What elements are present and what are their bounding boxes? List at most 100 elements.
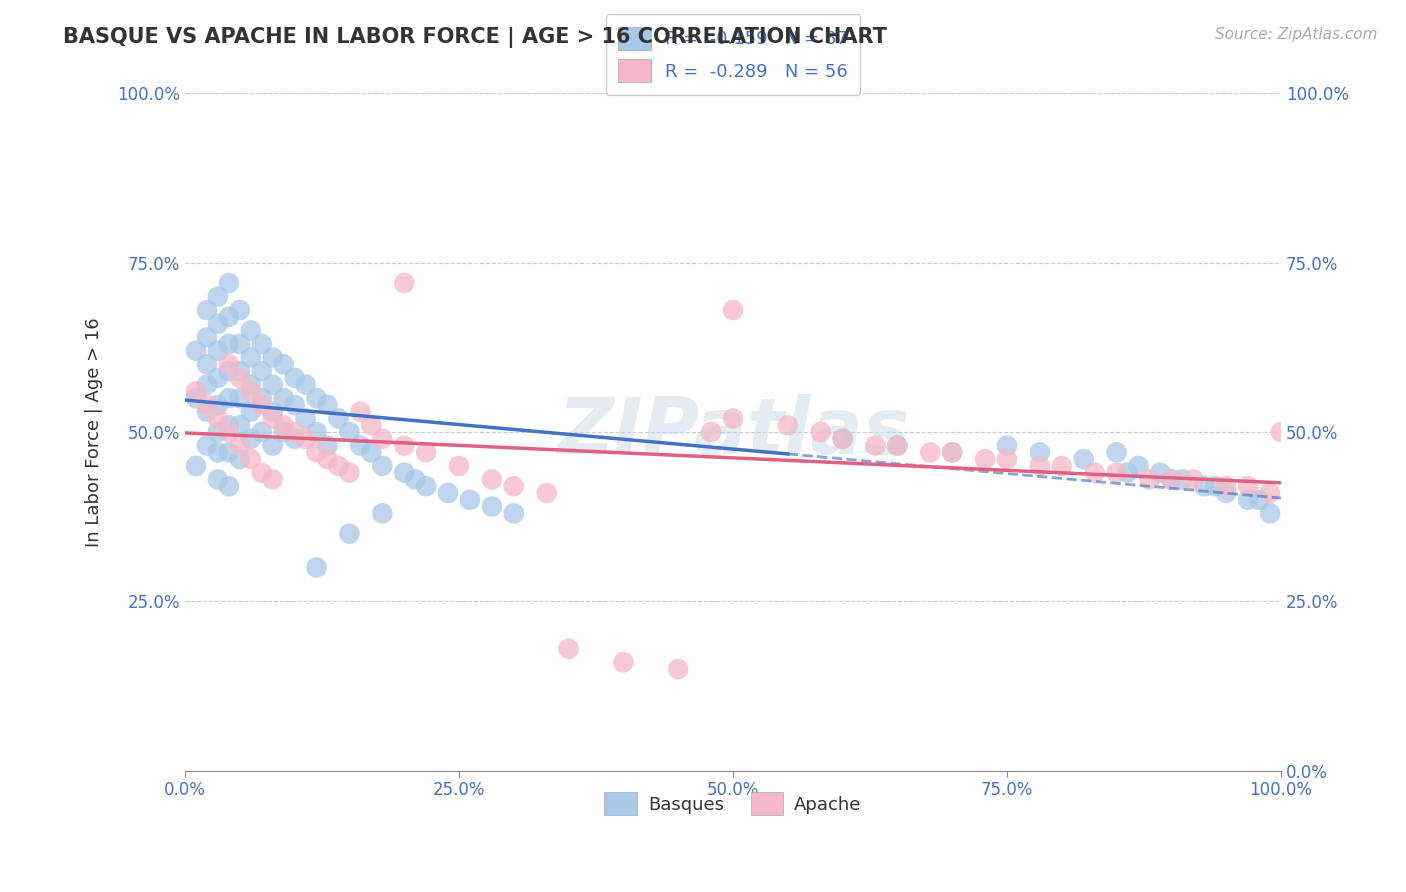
Point <box>502 506 524 520</box>
Point <box>1139 472 1161 486</box>
Point <box>207 398 229 412</box>
Point <box>294 377 316 392</box>
Point <box>1215 486 1237 500</box>
Point <box>207 289 229 303</box>
Point <box>195 303 218 318</box>
Point <box>218 391 240 405</box>
Point <box>239 452 262 467</box>
Point <box>262 472 284 486</box>
Point <box>195 330 218 344</box>
Point <box>207 411 229 425</box>
Point <box>349 439 371 453</box>
Point <box>273 357 295 371</box>
Point <box>1160 472 1182 486</box>
Point <box>207 445 229 459</box>
Point <box>941 445 963 459</box>
Point <box>184 391 207 405</box>
Point <box>502 479 524 493</box>
Point <box>273 391 295 405</box>
Point <box>974 452 997 467</box>
Point <box>250 337 273 351</box>
Point <box>721 411 744 425</box>
Point <box>349 405 371 419</box>
Point <box>218 337 240 351</box>
Point <box>360 445 382 459</box>
Point <box>1084 466 1107 480</box>
Point <box>284 398 307 412</box>
Point <box>218 276 240 290</box>
Point <box>218 418 240 433</box>
Point <box>262 439 284 453</box>
Point <box>415 479 437 493</box>
Point <box>415 445 437 459</box>
Point <box>250 398 273 412</box>
Point <box>1204 479 1226 493</box>
Point <box>404 472 426 486</box>
Text: BASQUE VS APACHE IN LABOR FORCE | AGE > 16 CORRELATION CHART: BASQUE VS APACHE IN LABOR FORCE | AGE > … <box>63 27 887 48</box>
Point <box>1029 458 1052 473</box>
Point <box>239 432 262 446</box>
Point <box>1050 458 1073 473</box>
Point <box>1160 472 1182 486</box>
Point <box>447 458 470 473</box>
Point <box>239 323 262 337</box>
Point <box>316 398 339 412</box>
Point <box>239 377 262 392</box>
Point <box>536 486 558 500</box>
Point <box>776 418 799 433</box>
Point <box>262 411 284 425</box>
Point <box>394 439 416 453</box>
Point <box>250 425 273 439</box>
Point <box>920 445 942 459</box>
Point <box>721 303 744 318</box>
Point <box>1270 425 1292 439</box>
Point <box>941 445 963 459</box>
Point <box>229 391 252 405</box>
Point <box>195 398 218 412</box>
Point <box>207 317 229 331</box>
Point <box>218 357 240 371</box>
Point <box>195 377 218 392</box>
Point <box>328 411 350 425</box>
Point <box>239 384 262 399</box>
Point <box>394 276 416 290</box>
Point <box>250 466 273 480</box>
Point <box>195 357 218 371</box>
Point <box>339 526 361 541</box>
Point <box>218 479 240 493</box>
Point <box>360 418 382 433</box>
Point <box>184 343 207 358</box>
Point <box>831 432 853 446</box>
Point <box>195 405 218 419</box>
Point <box>305 425 328 439</box>
Point <box>394 466 416 480</box>
Point <box>284 371 307 385</box>
Point <box>305 445 328 459</box>
Point <box>995 452 1018 467</box>
Point <box>1116 466 1139 480</box>
Point <box>371 506 394 520</box>
Point <box>1182 472 1205 486</box>
Point <box>218 310 240 324</box>
Point <box>229 418 252 433</box>
Point <box>1171 472 1194 486</box>
Point <box>316 452 339 467</box>
Point <box>328 458 350 473</box>
Point <box>1258 486 1281 500</box>
Point <box>886 439 908 453</box>
Text: Source: ZipAtlas.com: Source: ZipAtlas.com <box>1215 27 1378 42</box>
Point <box>273 418 295 433</box>
Point <box>262 351 284 365</box>
Point <box>294 432 316 446</box>
Point <box>1215 479 1237 493</box>
Point <box>481 500 503 514</box>
Point <box>437 486 460 500</box>
Point <box>250 364 273 378</box>
Point <box>1105 466 1128 480</box>
Point <box>207 425 229 439</box>
Point <box>273 425 295 439</box>
Point <box>1029 445 1052 459</box>
Point <box>250 391 273 405</box>
Legend: Basques, Apache: Basques, Apache <box>598 785 869 822</box>
Point <box>1128 458 1150 473</box>
